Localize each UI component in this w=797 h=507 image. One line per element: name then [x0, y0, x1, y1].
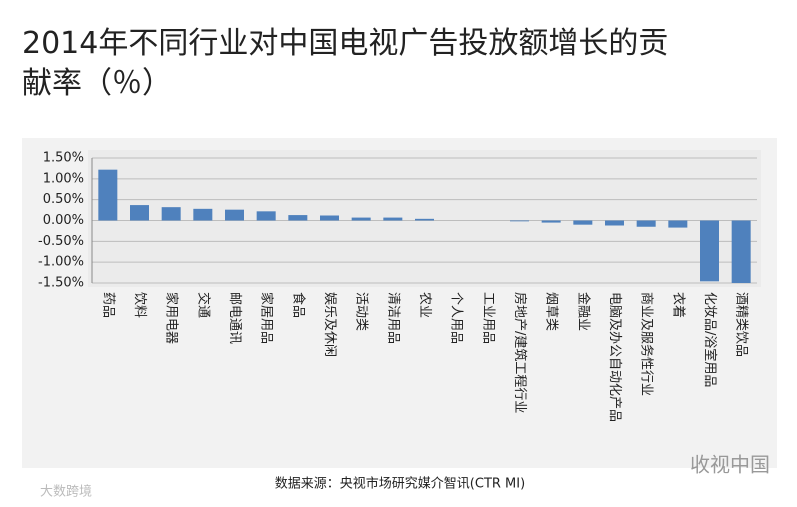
bar [731, 220, 751, 283]
x-tick-label: 饮料 [132, 292, 147, 318]
bar [193, 208, 213, 221]
x-tick-label: 化妆品/浴室用品 [702, 292, 718, 387]
y-tick-label: 0.50% [43, 192, 84, 207]
chart-title: 2014年不同行业对中国电视广告投放额增长的贡献率（％） [22, 26, 669, 101]
plot-area [88, 150, 761, 287]
x-tick-label: 个人用品 [449, 292, 464, 344]
x-tick-label: 工业用品 [480, 292, 495, 344]
bar [510, 220, 529, 222]
bar [415, 218, 434, 221]
bar [256, 211, 276, 221]
x-tick-label: 房地产/建筑工程行业 [512, 292, 528, 413]
bar [320, 215, 339, 221]
bar [573, 220, 593, 225]
bar [541, 220, 561, 223]
watermark: 大数跨境 [40, 485, 92, 500]
bar [700, 220, 719, 282]
y-tick-label: 0.00% [43, 213, 84, 228]
bar [351, 217, 371, 221]
x-tick-label: 食品 [290, 292, 306, 318]
y-tick-label: 1.00% [43, 171, 84, 186]
y-tick-label: -1.00% [38, 255, 84, 270]
bar [668, 220, 688, 228]
bar [288, 215, 308, 221]
y-tick-label: 1.50% [43, 151, 84, 166]
x-tick-label: 药品 [100, 292, 115, 318]
x-tick-label: 农业 [417, 292, 432, 318]
x-tick-label: 衣着 [670, 292, 686, 318]
x-tick-label: 清洁用品 [385, 292, 400, 344]
x-tick-label: 娱乐及休闲 [322, 292, 337, 357]
bar [225, 209, 244, 221]
bar [605, 220, 624, 226]
bar [161, 207, 181, 221]
x-tick-label: 交通 [195, 292, 211, 318]
x-tick-label: 商业及服务性行业 [639, 292, 655, 396]
x-tick-label: 酒精类饮品 [734, 292, 749, 357]
x-tick-label: 邮电通讯 [227, 292, 242, 344]
bar [636, 220, 656, 227]
y-tick-label: -0.50% [38, 234, 84, 249]
bar [98, 169, 118, 221]
x-tick-label: 电脑及办公自动化产品 [607, 292, 622, 422]
x-tick-label: 家用电器 [164, 292, 180, 344]
x-tick-label: 烟草类 [544, 292, 559, 331]
y-tick-label: -1.50% [38, 276, 84, 291]
source-note: 数据来源：央视市场研究媒介智讯(CTR MI) [275, 476, 525, 492]
x-tick-label: 家居用品 [259, 292, 275, 344]
bar [130, 205, 149, 221]
x-tick-label: 活动类 [354, 292, 369, 331]
bar [383, 217, 403, 221]
watermark: 收视中国 [690, 453, 770, 477]
x-tick-label: 金融业 [575, 292, 591, 331]
